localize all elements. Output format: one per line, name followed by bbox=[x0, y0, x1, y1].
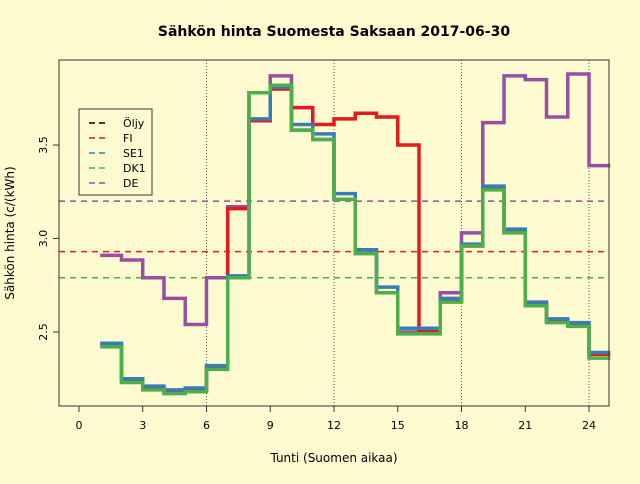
legend: Öljy FI SE1 DK1 DE bbox=[78, 108, 153, 196]
series-line-dk1 bbox=[100, 83, 611, 396]
x-tick-label: 18 bbox=[455, 419, 469, 432]
x-tick-label: 12 bbox=[327, 419, 341, 432]
x-tick-label: 24 bbox=[582, 419, 596, 432]
y-tick-label: 3.5 bbox=[37, 136, 50, 154]
x-tick-label: 0 bbox=[75, 419, 82, 432]
chart-title: Sähkön hinta Suomesta Saksaan 2017-06-30 bbox=[158, 24, 510, 40]
x-tick-label: 3 bbox=[139, 419, 146, 432]
x-axis-label: Tunti (Suomen aikaa) bbox=[269, 451, 397, 465]
y-tick-label: 2.5 bbox=[37, 323, 50, 341]
legend-label-de: DE bbox=[123, 177, 138, 190]
x-tick-label: 21 bbox=[518, 419, 532, 432]
x-tick-label: 9 bbox=[267, 419, 274, 432]
y-tick-label: 3.0 bbox=[37, 230, 50, 248]
legend-label-se1: SE1 bbox=[123, 147, 144, 160]
legend-label-dk1: DK1 bbox=[123, 162, 146, 175]
y-axis-label: Sähkön hinta (c/(kWh) bbox=[3, 166, 17, 299]
legend-label-öljy: Öljy bbox=[123, 117, 145, 130]
legend-label-fi: FI bbox=[123, 132, 133, 145]
plot-area: 0 3 6 9 12 15 18 21 24 2.5 3.0 3.5 bbox=[37, 59, 611, 432]
x-tick-label: 15 bbox=[391, 419, 405, 432]
x-tick-label: 6 bbox=[203, 419, 210, 432]
